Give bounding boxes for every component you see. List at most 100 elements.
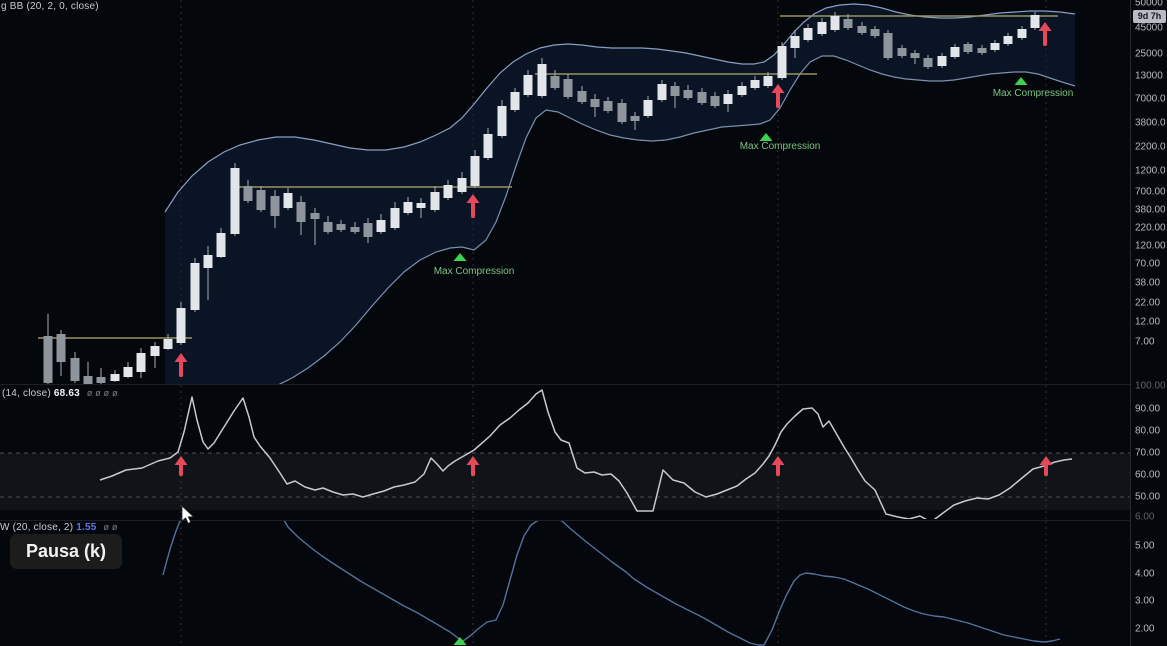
candle-body [843, 19, 853, 28]
candle-body [1030, 15, 1040, 28]
bb-legend-text: g BB (20, 2, 0, close) [1, 1, 99, 12]
candle-body [603, 101, 613, 111]
candle-body [870, 29, 880, 36]
bbw-indicator-legend: W (20, close, 2) 1.55 ø ø [0, 522, 118, 533]
candle-body [510, 92, 520, 110]
axis-tick-label: 25000 [1135, 48, 1163, 60]
rsi-pane-canvas[interactable] [0, 385, 1130, 519]
candle-body [777, 46, 787, 78]
axis-tick-label: 13000 [1135, 70, 1163, 82]
rsi-params: (14, close) [2, 388, 51, 399]
candle-body [416, 203, 426, 208]
buy-signal-arrow [771, 84, 785, 108]
axis-tick-label: 4.00 [1135, 568, 1155, 580]
candle-body [523, 75, 533, 95]
candle-body [136, 353, 146, 372]
candle-body [697, 92, 707, 103]
candle-body [617, 103, 627, 122]
candle-body [470, 156, 480, 186]
candle-body [750, 80, 760, 88]
indicator-action-icons[interactable]: ø ø [103, 522, 118, 532]
candle-body [923, 58, 933, 67]
candle-body [817, 22, 827, 34]
candle-body [176, 308, 186, 343]
bollinger-band-fill [165, 4, 1075, 384]
candle-body [363, 223, 373, 237]
candle-body [163, 339, 173, 349]
bbw-params: W (20, close, 2) [0, 522, 74, 533]
candle-body [443, 185, 453, 198]
buy-signal-arrow [174, 456, 188, 476]
candle-body [830, 16, 840, 30]
candle-body [336, 224, 346, 230]
candle-body [550, 76, 560, 88]
bbw-line [162, 521, 181, 576]
axis-tick-label: 5.00 [1135, 540, 1155, 552]
candle-body [230, 168, 240, 234]
price-axis[interactable]: 9d 7h 50000 45000 25000 13000 7000.0 3800.0 22… [1130, 0, 1167, 646]
candle-body [630, 116, 640, 121]
rsi-band [0, 453, 1130, 510]
max-compression-label: Max Compression [739, 141, 821, 152]
bbw-line [283, 521, 1061, 646]
rsi-indicator-legend: (14, close) 68.63 ø ø ø ø [2, 388, 118, 399]
axis-tick-label: 700.00 [1135, 186, 1166, 198]
axis-tick-label: 1200.0 [1135, 165, 1166, 177]
axis-tick-label: 90.00 [1135, 403, 1161, 415]
axis-tick-label: 100.00 [1135, 380, 1166, 392]
candle-body [43, 336, 53, 383]
price-pane-canvas[interactable] [0, 0, 1130, 384]
candle-body [657, 84, 667, 100]
max-compression-label: Max Compression [433, 266, 515, 277]
axis-tick-label: 80.00 [1135, 425, 1161, 437]
candle-body [937, 56, 947, 66]
candle-body [310, 213, 320, 219]
candle-body [323, 222, 333, 232]
axis-tick-label: 38.00 [1135, 277, 1161, 289]
mouse-cursor [181, 506, 195, 524]
pane-divider[interactable] [0, 384, 1130, 385]
buy-signal-arrow [1039, 456, 1053, 476]
candles-group [43, 12, 1040, 384]
bollinger-lower-band [278, 55, 1076, 384]
compression-triangle-icon [453, 637, 467, 645]
candle-body [56, 334, 66, 362]
axis-tick-label: 380.00 [1135, 204, 1166, 216]
rsi-line [99, 389, 1073, 519]
candle-body [963, 44, 973, 52]
buy-signal-arrow [466, 456, 480, 476]
price-indicator-legend: g BB (20, 2, 0, close) [1, 1, 99, 12]
candle-body [483, 134, 493, 158]
axis-tick-label: 3.00 [1135, 595, 1155, 607]
candle-body [430, 192, 440, 210]
max-compression-label: Max Compression [992, 88, 1074, 99]
candle-body [683, 90, 693, 98]
candle-body [790, 36, 800, 48]
candle-body [950, 47, 960, 57]
candle-body [897, 48, 907, 56]
candle-body [763, 76, 773, 86]
candle-body [910, 53, 920, 58]
bbw-pane-canvas[interactable] [0, 521, 1130, 646]
candle-body [643, 100, 653, 116]
candle-body [83, 376, 93, 384]
candle-body [590, 99, 600, 107]
candle-body [403, 202, 413, 213]
axis-tick-label: 22.00 [1135, 297, 1161, 309]
candle-body [296, 202, 306, 222]
candle-body [563, 79, 573, 97]
candle-body [190, 263, 200, 310]
axis-tick-label: 12.00 [1135, 316, 1161, 328]
buy-signal-arrow [174, 353, 188, 377]
candle-body [1003, 36, 1013, 44]
candle-body [150, 346, 160, 356]
candle-body [350, 227, 360, 232]
pane-divider[interactable] [0, 520, 1130, 521]
buy-signal-arrow [771, 456, 785, 476]
axis-tick-label: 2.00 [1135, 623, 1155, 635]
candle-body [883, 33, 893, 58]
indicator-action-icons[interactable]: ø ø ø ø [86, 388, 118, 398]
axis-tick-label: 60.00 [1135, 469, 1161, 481]
candle-body [457, 178, 467, 192]
